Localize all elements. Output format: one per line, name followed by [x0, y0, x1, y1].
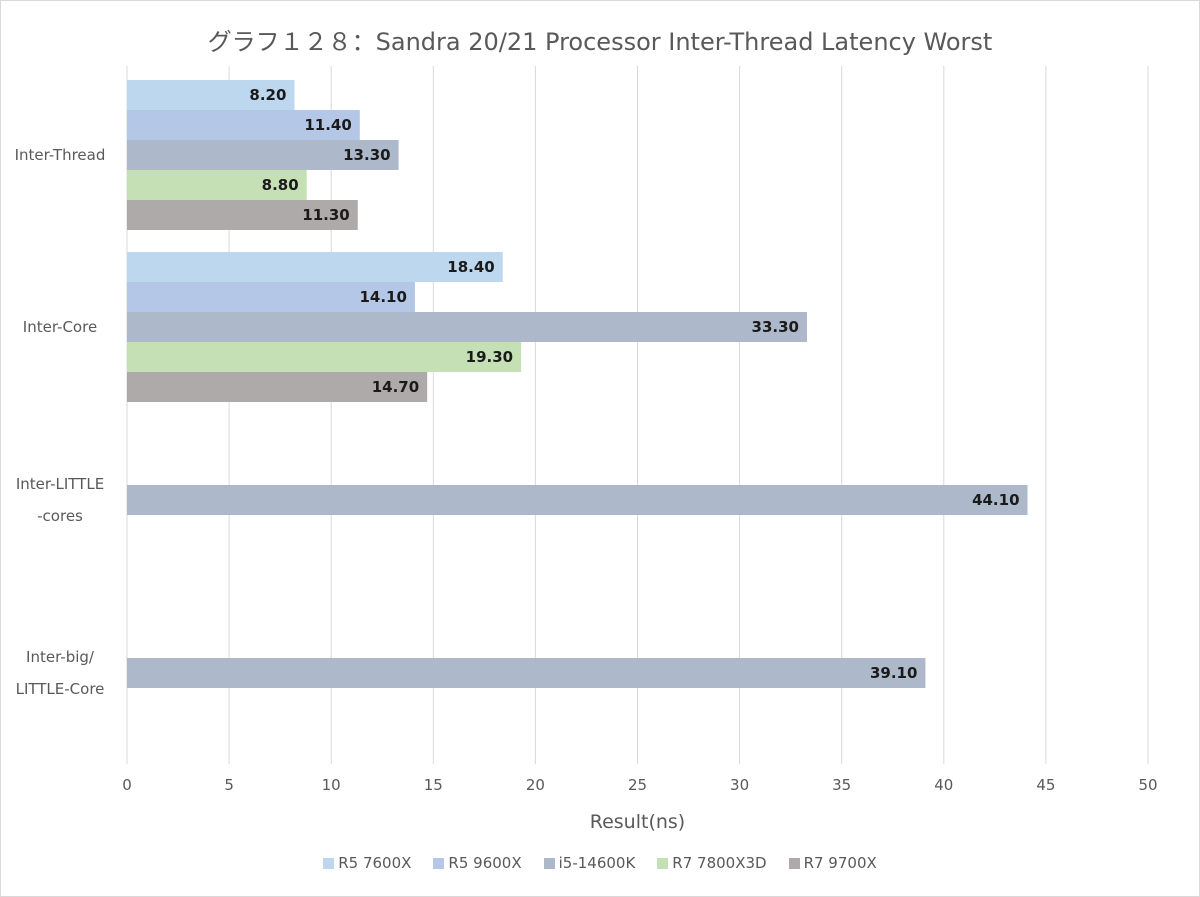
data-label: 39.10	[870, 664, 917, 682]
data-label: 8.80	[262, 176, 299, 194]
data-label: 14.10	[359, 288, 406, 306]
x-tick-label: 5	[224, 776, 234, 794]
category-label: Inter-Thread	[15, 146, 106, 164]
x-tick-label: 20	[526, 776, 545, 794]
bar	[127, 140, 399, 170]
legend-label: R5 9600X	[448, 854, 522, 872]
category-label: -cores	[37, 507, 83, 525]
legend-label: R7 9700X	[803, 854, 877, 872]
data-label: 19.30	[466, 348, 513, 366]
data-label: 18.40	[447, 258, 494, 276]
bar	[127, 200, 358, 230]
x-tick-label: 50	[1138, 776, 1157, 794]
data-label: 14.70	[372, 378, 419, 396]
bar	[127, 252, 503, 282]
data-label: 44.10	[972, 491, 1019, 509]
legend-swatch	[657, 857, 669, 869]
legend-swatch	[788, 857, 800, 869]
legend-label: i5-14600K	[558, 854, 636, 872]
data-label: 33.30	[752, 318, 799, 336]
bar	[127, 658, 926, 688]
bar	[127, 80, 295, 110]
data-label: 11.40	[304, 116, 351, 134]
x-tick-label: 40	[934, 776, 953, 794]
x-axis-title: Result(ns)	[590, 811, 685, 833]
legend-item: R7 7800X3D	[657, 854, 767, 872]
legend-item: R7 9700X	[788, 854, 877, 872]
legend-swatch	[323, 857, 335, 869]
bar	[127, 170, 307, 200]
legend-item: R5 9600X	[433, 854, 522, 872]
legend-label: R7 7800X3D	[672, 854, 767, 872]
legend: R5 7600X R5 9600X i5-14600K R7 7800X3D R7 97…	[0, 854, 1200, 872]
data-label: 8.20	[249, 86, 286, 104]
bar	[127, 342, 522, 372]
bar	[127, 372, 428, 402]
legend-item: i5-14600K	[543, 854, 636, 872]
x-tick-label: 15	[424, 776, 443, 794]
bar	[127, 282, 415, 312]
data-label: 13.30	[343, 146, 390, 164]
bar	[127, 485, 1028, 515]
x-tick-label: 25	[628, 776, 647, 794]
chart-title: グラフ１２８：Sandra 20/21 Processor Inter-Thre…	[207, 28, 993, 56]
bar	[127, 110, 360, 140]
category-label: Inter-big/	[26, 648, 95, 666]
x-tick-label: 30	[730, 776, 749, 794]
bar	[127, 312, 807, 342]
category-label: LITTLE-Core	[16, 680, 105, 698]
legend-swatch	[543, 857, 555, 869]
x-tick-label: 45	[1036, 776, 1055, 794]
legend-label: R5 7600X	[338, 854, 412, 872]
x-tick-label: 35	[832, 776, 851, 794]
category-label: Inter-LITTLE	[16, 475, 104, 493]
legend-swatch	[433, 857, 445, 869]
category-label: Inter-Core	[23, 318, 97, 336]
x-tick-label: 10	[322, 776, 341, 794]
x-tick-label: 0	[122, 776, 132, 794]
legend-item: R5 7600X	[323, 854, 411, 872]
data-label: 11.30	[302, 206, 349, 224]
